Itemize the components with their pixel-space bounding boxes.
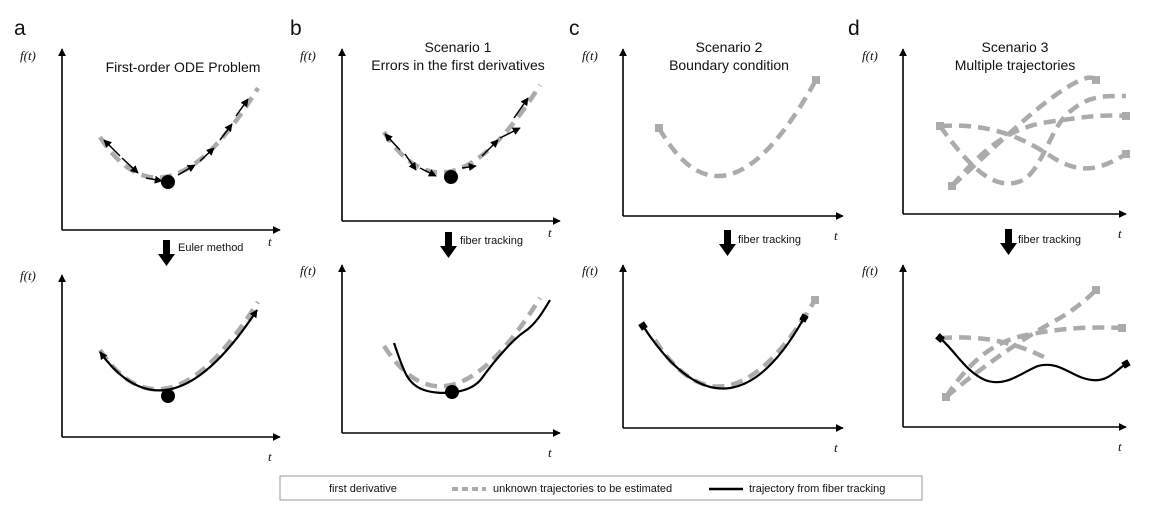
panel-d: d Scenario 3 Multiple trajectories f(t) …	[848, 17, 1131, 454]
boundary-marker	[1118, 324, 1126, 332]
initial-point	[161, 175, 175, 189]
unknown-trajectory	[653, 298, 817, 389]
boundary-marker	[1122, 112, 1130, 120]
bottom-plot: f(t) t	[862, 263, 1131, 454]
panel-letter: c	[569, 17, 580, 40]
step-label: fiber tracking	[738, 234, 801, 246]
step-label: fiber tracking	[1018, 234, 1081, 246]
top-plot: f(t) t	[862, 48, 1130, 241]
boundary-marker	[1092, 286, 1100, 294]
x-axis-label: t	[268, 234, 272, 249]
y-axis-label: f(t)	[20, 48, 36, 63]
y-axis-label: f(t)	[300, 263, 316, 278]
bottom-plot: f(t) t	[582, 263, 844, 455]
boundary-marker	[655, 124, 663, 132]
y-axis-label: f(t)	[582, 48, 598, 63]
x-axis-label: t	[548, 225, 552, 240]
unknown-trajectory	[944, 325, 1123, 399]
step-arrow: fiber tracking	[440, 232, 523, 258]
panel-title-line-1: Scenario 2	[696, 39, 763, 55]
boundary-marker	[948, 182, 956, 190]
initial-point	[444, 170, 458, 184]
boundary-marker	[942, 393, 950, 401]
top-plot: f(t) t	[300, 48, 561, 240]
fiber-trajectory	[935, 333, 1131, 384]
panel-title-line-1: Scenario 3	[982, 39, 1049, 55]
panel-title-line-2: Multiple trajectories	[955, 57, 1076, 73]
boundary-marker	[811, 296, 819, 304]
bottom-plot: f(t) t	[300, 263, 561, 460]
step-arrow: fiber tracking	[719, 230, 801, 256]
panel-c: c Scenario 2 Boundary condition f(t) t f…	[569, 17, 844, 455]
boundary-marker	[1092, 76, 1100, 84]
derivative-arrows	[103, 98, 249, 184]
panel-a: a First-order ODE Problem f(t) t E	[14, 17, 281, 464]
unknown-trajectory	[950, 75, 1098, 188]
unknown-trajectory	[938, 93, 1127, 186]
boundary-marker	[1122, 150, 1130, 158]
step-label: fiber tracking	[460, 235, 523, 247]
y-axis-label: f(t)	[20, 268, 36, 283]
step-arrow: Euler method	[158, 240, 243, 266]
panel-letter: b	[290, 17, 302, 40]
panel-title-line-2: Errors in the first derivatives	[371, 57, 545, 73]
panel-title-line-1: Scenario 1	[425, 39, 492, 55]
panel-title: First-order ODE Problem	[106, 59, 261, 75]
panel-b: b Scenario 1 Errors in the first derivat…	[290, 17, 561, 460]
unknown-trajectory	[939, 123, 1128, 171]
initial-point	[445, 385, 459, 399]
x-axis-label: t	[268, 449, 272, 464]
unknown-trajectory	[382, 83, 542, 175]
panel-letter: a	[14, 17, 26, 40]
legend-unknown-trajectories: unknown trajectories to be estimated	[493, 483, 672, 495]
legend-box	[279, 475, 923, 501]
step-label: Euler method	[178, 242, 243, 254]
y-axis-label: f(t)	[300, 48, 316, 63]
unknown-trajectory	[944, 288, 1098, 399]
top-plot: f(t) t	[582, 48, 844, 243]
step-arrow: fiber tracking	[1000, 229, 1081, 255]
unknown-trajectory	[98, 86, 260, 180]
panel-letter: d	[848, 17, 860, 40]
fiber-trajectory	[392, 299, 551, 394]
unknown-trajectory	[657, 78, 818, 179]
initial-point	[161, 389, 175, 403]
legend-fiber-trajectory: trajectory from fiber tracking	[749, 483, 885, 495]
y-axis-label: f(t)	[862, 48, 878, 63]
fiber-trajectory	[99, 309, 258, 392]
derivative-arrows	[384, 97, 529, 177]
legend: first derivative unknown trajectories to…	[279, 475, 923, 501]
x-axis-label: t	[1118, 439, 1122, 454]
x-axis-label: t	[548, 445, 552, 460]
top-plot: f(t) t	[20, 48, 281, 249]
x-axis-label: t	[1118, 226, 1122, 241]
unknown-trajectory	[382, 296, 542, 389]
fiber-trajectory	[638, 313, 809, 390]
bottom-plot: f(t) t	[20, 268, 281, 464]
x-axis-label: t	[834, 440, 838, 455]
x-axis-label: t	[834, 228, 838, 243]
y-axis-label: f(t)	[582, 263, 598, 278]
panel-title-line-2: Boundary condition	[669, 57, 789, 73]
y-axis-label: f(t)	[862, 263, 878, 278]
boundary-marker	[936, 122, 944, 130]
legend-first-derivative: first derivative	[329, 483, 397, 495]
boundary-marker	[812, 76, 820, 84]
